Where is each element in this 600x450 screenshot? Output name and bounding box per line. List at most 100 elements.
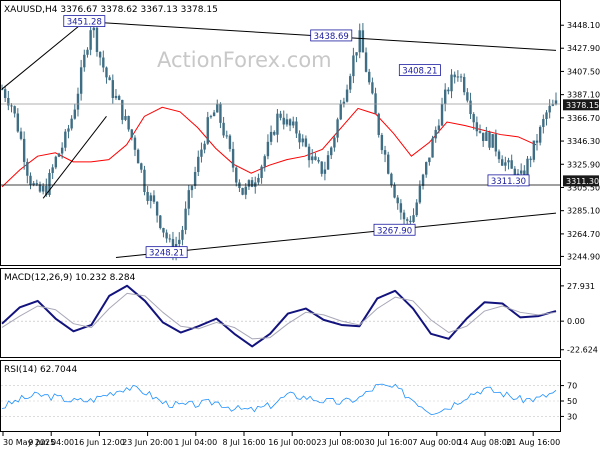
candle-body xyxy=(494,134,498,152)
candle-body xyxy=(450,74,453,92)
candle-body xyxy=(133,137,137,150)
candle-body xyxy=(462,77,466,93)
candle-body xyxy=(368,71,371,83)
candle-body xyxy=(273,131,276,135)
candle-body xyxy=(48,172,51,195)
candle-body xyxy=(64,131,67,148)
candle-body xyxy=(98,51,102,58)
time-tick-label: 23 Jun 20:00 xyxy=(122,438,173,447)
candle-body xyxy=(497,151,501,160)
candle-body xyxy=(19,131,23,139)
price-box xyxy=(563,99,599,111)
candle-body xyxy=(323,169,327,174)
trendline xyxy=(1,21,85,90)
candle-body xyxy=(140,163,143,170)
candle-body xyxy=(526,158,529,176)
candle-body xyxy=(203,143,206,150)
time-tick-label: 1 Jul 04:00 xyxy=(174,438,217,447)
candle-body xyxy=(225,135,228,137)
price-tick-label: 3325.90 xyxy=(567,160,600,169)
candle-body xyxy=(200,149,203,157)
candle-body xyxy=(447,89,450,92)
candle-body xyxy=(374,93,377,114)
candle-body xyxy=(485,132,488,141)
candle-body xyxy=(428,157,431,163)
macd-tick-label: 27.931 xyxy=(567,282,595,291)
price-axis: 3448.10 3427.90 3407.50 3387.10 3366.70 3346.… xyxy=(560,21,600,261)
candle-body xyxy=(35,183,39,185)
candle-body xyxy=(276,113,279,135)
candle-body xyxy=(257,177,260,183)
candle-body xyxy=(244,186,247,195)
candle-body xyxy=(86,49,89,55)
candle-body xyxy=(45,185,48,195)
candle-body xyxy=(339,103,342,120)
candle-body xyxy=(117,95,121,100)
annotation-label: 3408.21 xyxy=(402,67,437,77)
ma-line xyxy=(1,106,537,188)
candle-body xyxy=(418,185,422,203)
candle-body xyxy=(102,57,105,68)
candle-body xyxy=(162,228,165,233)
candle-body xyxy=(108,77,111,81)
candle-body xyxy=(263,156,266,167)
time-tick-label: 9 Jun 04:00 xyxy=(28,438,74,447)
annotation-label: 3451.28 xyxy=(67,18,102,28)
rsi-series xyxy=(1,383,557,416)
candle-body xyxy=(146,191,149,201)
candle-body xyxy=(434,129,437,139)
time-tick-label: 16 Jul 00:00 xyxy=(268,438,316,447)
candle-body xyxy=(149,195,152,201)
macd-line xyxy=(1,284,557,348)
annotation-label: 3311.30 xyxy=(491,177,526,187)
candle-body xyxy=(421,174,425,186)
candle-body xyxy=(440,103,444,126)
candle-body xyxy=(197,156,200,172)
candle-body xyxy=(206,117,209,144)
candle-body xyxy=(491,134,494,148)
rsi-tick-label: 30 xyxy=(567,412,577,421)
price-tick-label: 3387.10 xyxy=(567,91,600,100)
annotation-box xyxy=(63,15,106,28)
candle-body xyxy=(193,171,197,186)
macd-tick-label: -22.624 xyxy=(567,346,598,355)
candle-body xyxy=(459,76,463,78)
annotation-label: 3248.21 xyxy=(149,249,184,259)
candle-body xyxy=(425,162,428,175)
candle-body xyxy=(79,67,83,94)
candle-body xyxy=(412,215,415,223)
candle-body xyxy=(3,89,7,98)
candle-body xyxy=(409,220,412,223)
candle-body xyxy=(89,30,92,50)
candle-body xyxy=(466,92,469,101)
annotation-box xyxy=(310,29,353,42)
annotation-box xyxy=(145,246,188,259)
candle-body xyxy=(285,119,289,125)
candle-body xyxy=(295,121,298,134)
candle-body xyxy=(390,173,393,185)
candle-body xyxy=(92,27,96,31)
annotation-label: 3438.69 xyxy=(314,32,349,42)
price-tick-label: 3427.90 xyxy=(567,44,600,53)
candle-body xyxy=(32,183,35,185)
candle-body xyxy=(26,161,29,176)
candle-body xyxy=(292,121,295,126)
candle-body xyxy=(228,135,232,149)
candle-body xyxy=(551,104,555,106)
annotation-box xyxy=(398,64,441,77)
candle-body xyxy=(159,215,162,229)
price-tick-label: 3264.70 xyxy=(567,230,600,239)
candle-body xyxy=(415,202,418,216)
candle-body xyxy=(380,134,384,151)
macd-lines xyxy=(1,284,557,348)
price-box xyxy=(563,175,599,187)
candle-body xyxy=(504,162,507,166)
macd-title: MACD(12,26,9) 10.232 8.284 xyxy=(4,273,136,283)
candle-body xyxy=(168,238,171,240)
candle-body xyxy=(187,190,190,209)
candle-body xyxy=(371,82,374,94)
price-box-label: 3311.30 xyxy=(566,177,599,186)
candle-body xyxy=(519,170,523,174)
annotation-box xyxy=(373,223,416,236)
candle-body xyxy=(181,229,184,240)
